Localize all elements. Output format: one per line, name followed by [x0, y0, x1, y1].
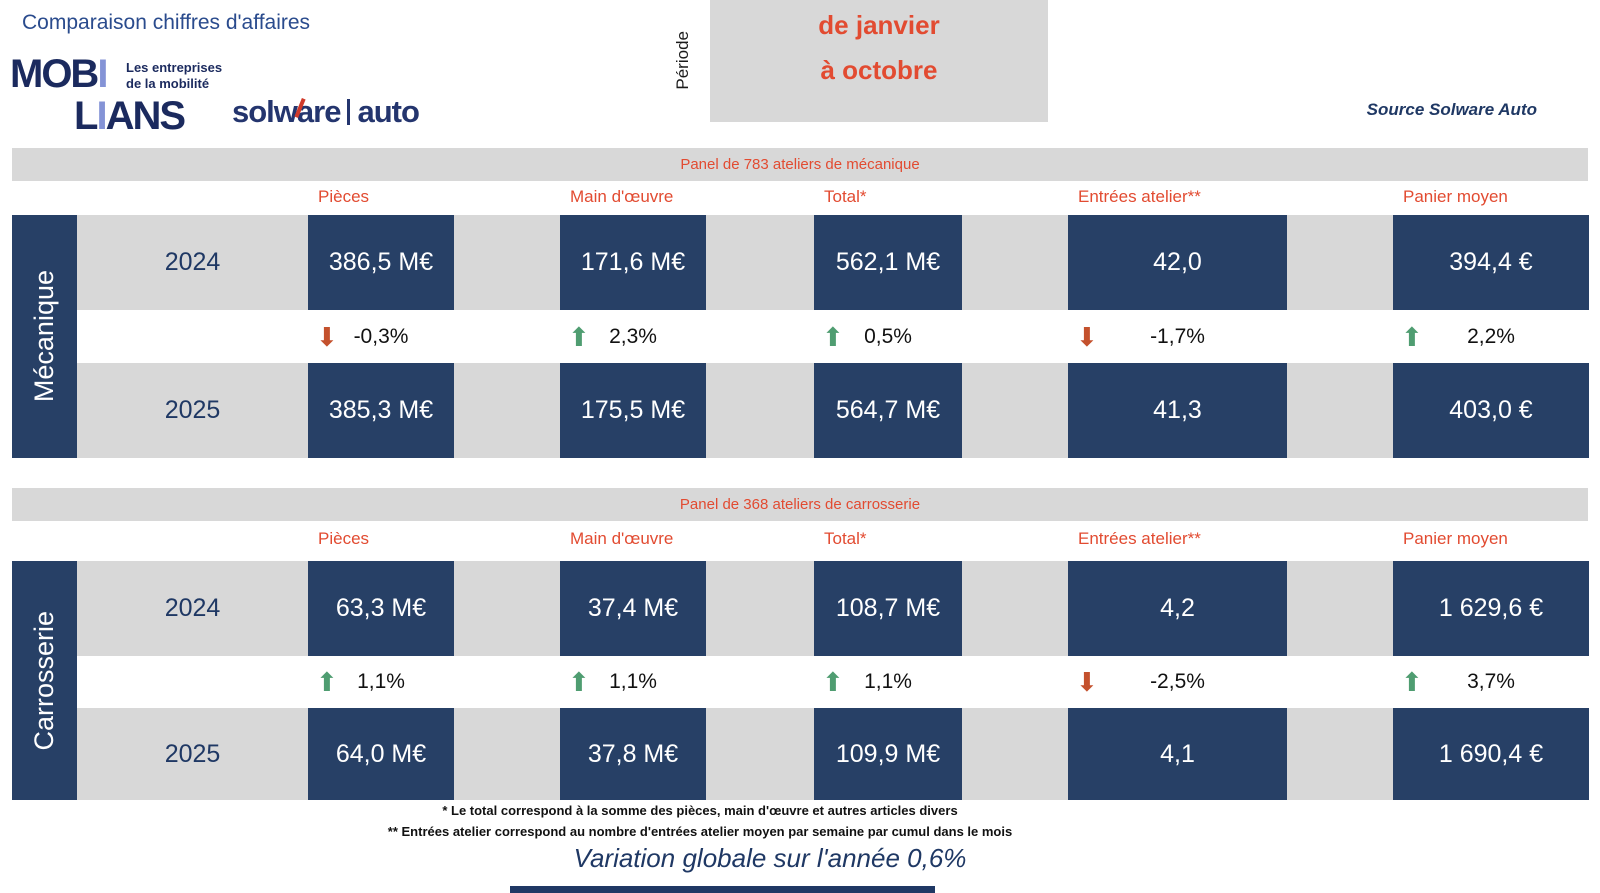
- section-label-carrosserie: Carrosserie: [12, 561, 77, 800]
- change-percent: 1,1%: [864, 670, 912, 693]
- footnote-total: * Le total correspond à la somme des piè…: [442, 803, 958, 818]
- value-cell: 63,3 M€: [308, 561, 454, 656]
- change-percent: -0,3%: [353, 324, 409, 348]
- year-label: 2024: [164, 248, 221, 276]
- value-cell: 4,1: [1068, 708, 1287, 800]
- value-cell: 4,2: [1068, 561, 1287, 656]
- column-header-pieces: Pièces: [318, 187, 370, 206]
- bottom-bar: [510, 886, 935, 893]
- column-header-main-doeuvre: Main d'œuvre: [570, 187, 674, 206]
- year-label: 2024: [164, 594, 221, 622]
- trend-up-icon: ⬆: [316, 667, 338, 697]
- change-percent: 1,1%: [357, 670, 405, 693]
- table-row-2025: 2025 385,3 M€ 175,5 M€ 564,7 M€ 41,3 403…: [77, 363, 1589, 458]
- change-cell: ⬆ 3,7%: [1393, 656, 1589, 708]
- value-cell: 42,0: [1068, 215, 1287, 310]
- change-percent: 2,2%: [1467, 324, 1515, 348]
- column-header-total: Total*: [824, 187, 867, 206]
- periode-line2: à octobre: [820, 55, 938, 85]
- table-row-2024: 2024 63,3 M€ 37,4 M€ 108,7 M€ 4,2 1 629,…: [77, 561, 1589, 656]
- table-row-2024: 2024 386,5 M€ 171,6 M€ 562,1 M€ 42,0 394…: [77, 215, 1589, 310]
- mobilians-logo: MOBI LIANS Les entreprises de la mobilit…: [10, 54, 230, 144]
- value-cell: 1 629,6 €: [1393, 561, 1589, 656]
- trend-down-icon: ⬇: [1076, 321, 1098, 352]
- mobilians-logo-line1: MOBI: [10, 52, 108, 96]
- periode-box: de janvier à octobre: [710, 0, 1048, 122]
- change-cell: ⬆ 1,1%: [814, 656, 962, 708]
- periode-vertical-label: Période: [673, 30, 692, 90]
- change-cell: ⬆ 2,2%: [1393, 310, 1589, 363]
- value-cell: 171,6 M€: [560, 215, 706, 310]
- change-percent: 3,7%: [1467, 670, 1515, 693]
- value-cell: 385,3 M€: [308, 363, 454, 458]
- section-label-mecanique: Mécanique: [12, 215, 77, 458]
- column-header-entrees-atelier: Entrées atelier**: [1078, 187, 1201, 206]
- mobilians-logo-line2: LIANS: [74, 94, 186, 138]
- periode-line1: de janvier: [818, 10, 940, 40]
- change-percent: -2,5%: [1150, 670, 1205, 693]
- solware-auto-logo: solware auto: [232, 94, 420, 129]
- value-cell: 403,0 €: [1393, 363, 1589, 458]
- change-cell: ⬇ -0,3%: [308, 310, 454, 363]
- change-cell: ⬆ 0,5%: [814, 310, 962, 363]
- global-variation-summary: Variation globale sur l'année 0,6%: [573, 843, 967, 873]
- value-cell: 562,1 M€: [814, 215, 962, 310]
- trend-down-icon: ⬇: [316, 321, 338, 352]
- value-cell: 386,5 M€: [308, 215, 454, 310]
- year-label: 2025: [164, 739, 221, 768]
- column-header-panier-moyen: Panier moyen: [1403, 187, 1508, 206]
- trend-up-icon: ⬆: [568, 667, 590, 697]
- column-header-panier-moyen: Panier moyen: [1403, 529, 1508, 548]
- table-row-change: ⬆ 1,1% ⬆ 1,1% ⬆ 1,1% ⬇ -2,5% ⬆ 3,7%: [77, 656, 1588, 708]
- panel-title-carrosserie: Panel de 368 ateliers de carrosserie: [12, 488, 1588, 521]
- footnote-entrees: ** Entrées atelier correspond au nombre …: [387, 824, 1013, 839]
- value-cell: 175,5 M€: [560, 363, 706, 458]
- value-cell: 564,7 M€: [814, 363, 962, 458]
- trend-up-icon: ⬆: [822, 667, 844, 697]
- trend-up-icon: ⬆: [822, 321, 844, 352]
- change-percent: 0,5%: [864, 324, 912, 348]
- panel-title-mecanique: Panel de 783 ateliers de mécanique: [12, 148, 1588, 181]
- value-cell: 1 690,4 €: [1393, 708, 1589, 800]
- change-percent: 2,3%: [609, 324, 657, 348]
- change-cell: ⬇ -1,7%: [1068, 310, 1287, 363]
- column-header-total: Total*: [824, 529, 867, 548]
- change-cell: ⬆ 2,3%: [560, 310, 706, 363]
- trend-up-icon: ⬆: [1401, 667, 1423, 697]
- change-percent: 1,1%: [609, 670, 657, 693]
- column-header-pieces: Pièces: [318, 529, 370, 548]
- trend-up-icon: ⬆: [568, 321, 590, 352]
- column-header-entrees-atelier: Entrées atelier**: [1078, 529, 1201, 548]
- column-header-main-doeuvre: Main d'œuvre: [570, 529, 674, 548]
- value-cell: 37,4 M€: [560, 561, 706, 656]
- change-percent: -1,7%: [1150, 324, 1205, 348]
- value-cell: 108,7 M€: [814, 561, 962, 656]
- page-title: Comparaison chiffres d'affaires: [22, 11, 311, 34]
- mobilians-tagline: Les entreprises de la mobilité: [126, 60, 223, 91]
- change-cell: ⬇ -2,5%: [1068, 656, 1287, 708]
- table-row-change: ⬇ -0,3% ⬆ 2,3% ⬆ 0,5% ⬇ -1,7% ⬆ 2,2%: [77, 310, 1588, 363]
- year-label: 2025: [164, 396, 221, 424]
- value-cell: 394,4 €: [1393, 215, 1589, 310]
- source-label: Source Solware Auto: [1366, 100, 1537, 119]
- trend-up-icon: ⬆: [1401, 321, 1423, 352]
- change-cell: ⬆ 1,1%: [560, 656, 706, 708]
- value-cell: 41,3: [1068, 363, 1287, 458]
- trend-down-icon: ⬇: [1076, 667, 1098, 697]
- logo-divider: [347, 99, 351, 125]
- value-cell: 109,9 M€: [814, 708, 962, 800]
- change-cell: ⬆ 1,1%: [308, 656, 454, 708]
- table-row-2025: 2025 64,0 M€ 37,8 M€ 109,9 M€ 4,1 1 690,…: [77, 708, 1589, 800]
- value-cell: 64,0 M€: [308, 708, 454, 800]
- value-cell: 37,8 M€: [560, 708, 706, 800]
